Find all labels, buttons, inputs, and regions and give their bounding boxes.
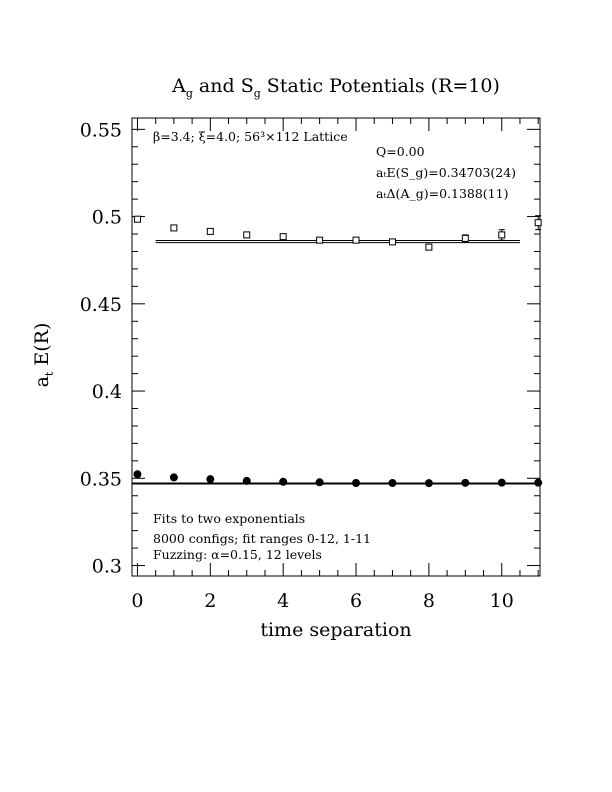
data-point-square <box>352 236 360 244</box>
data-point-square <box>133 215 141 223</box>
data-point-circle <box>206 475 215 484</box>
data-point-square <box>425 243 433 251</box>
configs-annotation: 8000 configs; fit ranges 0-12, 1-11 <box>153 531 371 546</box>
x-tick-label: 4 <box>277 590 289 612</box>
lattice-annotation: β=3.4; ξ=4.0; 56³×112 Lattice <box>153 129 348 144</box>
x-tick-label: 10 <box>490 590 514 612</box>
data-point-square <box>388 238 396 246</box>
q-annotation: Q=0.00 <box>376 144 425 159</box>
y-tick-label: 0.55 <box>80 119 122 141</box>
data-point-circle <box>279 477 288 486</box>
tick-labels: 0 2 4 6 8 10 0.3 0.35 0.4 0.45 0.5 0.55 <box>80 119 514 612</box>
title-s-subscript: g <box>254 87 261 100</box>
data-point-circle <box>497 478 506 487</box>
data-point-square <box>170 224 178 232</box>
energy-annotation: aₜE(S_g)=0.34703(24) <box>376 165 516 180</box>
x-tick-label: 6 <box>350 590 362 612</box>
fuzzing-annotation: Fuzzing: α=0.15, 12 levels <box>153 547 322 562</box>
data-point-square <box>206 227 214 235</box>
y-tick-label: 0.3 <box>92 556 122 578</box>
axis-ticks <box>132 118 540 576</box>
chart-title: Ag and Sg Static Potentials (R=10) <box>171 75 500 100</box>
data-point-circle <box>352 479 361 488</box>
fit-method-annotation: Fits to two exponentials <box>153 511 305 526</box>
data-point-circle <box>169 473 178 482</box>
x-tick-label: 0 <box>131 590 143 612</box>
y-tick-label: 0.4 <box>92 381 122 403</box>
data-point-circle <box>315 478 324 487</box>
fit-lines <box>132 239 540 485</box>
data-point-square <box>461 234 469 242</box>
data-point-square <box>498 231 506 239</box>
data-point-circle <box>242 476 251 485</box>
plot-frame <box>131 117 541 577</box>
y-tick-label: 0.5 <box>92 207 122 229</box>
title-and-s: and S <box>193 75 254 97</box>
title-a: A <box>171 75 186 97</box>
data-point-circle <box>461 478 470 487</box>
data-point-square <box>534 219 542 227</box>
y-tick-label: 0.45 <box>80 294 122 316</box>
data-point-circle <box>133 470 142 479</box>
data-point-circle <box>534 478 543 487</box>
x-axis-title: time separation <box>260 619 411 641</box>
data-point-circle <box>388 479 397 488</box>
x-tick-label: 2 <box>204 590 216 612</box>
title-rest: Static Potentials (R=10) <box>261 75 500 97</box>
y-axis-title: at E(R) <box>31 323 56 388</box>
title-a-subscript: g <box>186 87 193 100</box>
data-point-circle <box>424 479 433 488</box>
ylabel-a: a <box>31 376 53 387</box>
ylabel-rest: E(R) <box>31 323 53 372</box>
data-point-square <box>279 233 287 241</box>
x-tick-label: 8 <box>423 590 435 612</box>
gap-annotation: aₜΔ(A_g)=0.1388(11) <box>376 186 508 201</box>
data-point-square <box>316 236 324 244</box>
data-point-square <box>243 231 251 239</box>
data-points <box>133 215 543 488</box>
ylabel-t-subscript: t <box>43 371 56 376</box>
y-tick-label: 0.35 <box>80 468 122 490</box>
